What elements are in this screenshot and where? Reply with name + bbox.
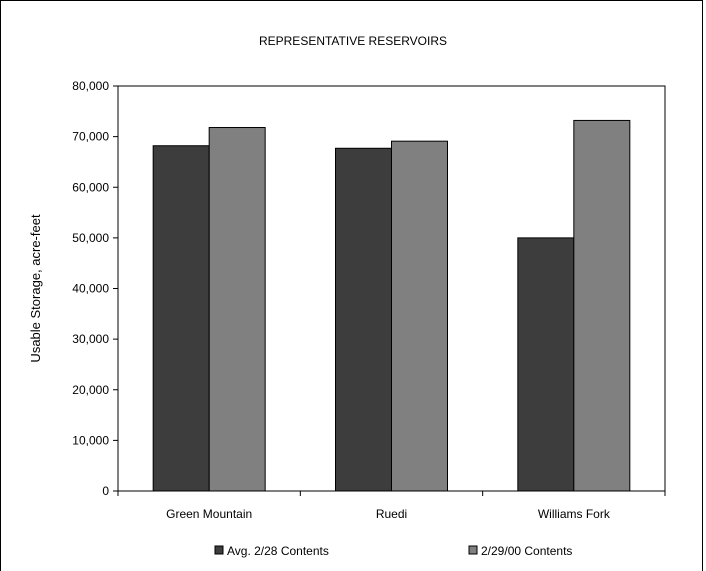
y-tick-label: 10,000 — [72, 433, 109, 447]
y-tick-label: 70,000 — [72, 130, 109, 144]
bar — [391, 140, 448, 492]
y-axis-title: Usable Storage, acre-feet — [28, 214, 43, 363]
bar — [208, 127, 266, 492]
y-tick-label: 0 — [102, 484, 109, 498]
x-tick-label: Green Mountain — [166, 507, 252, 521]
bar — [335, 147, 392, 492]
y-tick-label: 50,000 — [72, 231, 109, 245]
y-tick-label: 80,000 — [72, 79, 109, 93]
bar — [517, 237, 575, 492]
y-tick-label: 40,000 — [72, 282, 109, 296]
x-tick-label: Ruedi — [376, 507, 407, 521]
bar — [152, 145, 210, 492]
bar — [573, 119, 631, 492]
legend-label: Avg. 2/28 Contents — [227, 544, 329, 558]
legend-swatch — [214, 545, 224, 555]
y-tick-label: 20,000 — [72, 383, 109, 397]
legend-label: 2/29/00 Contents — [481, 544, 572, 558]
x-tick-label: Williams Fork — [538, 507, 611, 521]
legend-swatch — [468, 545, 478, 555]
chart-title: REPRESENTATIVE RESERVOIRS — [258, 34, 448, 48]
y-tick-label: 60,000 — [72, 180, 109, 194]
y-tick-label: 30,000 — [72, 332, 109, 346]
